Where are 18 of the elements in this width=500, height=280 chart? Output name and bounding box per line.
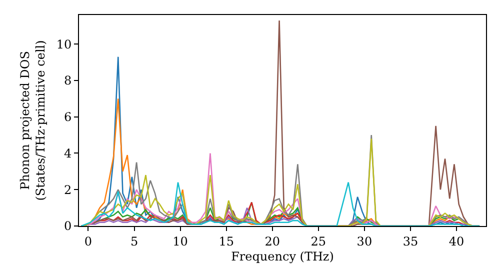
x-axis-title: Frequency (THz) [231,249,334,264]
x-tick-label: 5 [130,234,138,248]
y-axis-title: Phonon projected DOS (States/THz·primitive cell) [18,40,48,201]
y-tick-label: 4 [64,146,72,160]
y-tick-label: 10 [56,37,72,52]
x-tick-label: 15 [218,234,234,248]
y-tick-label: 8 [64,74,72,88]
x-tick-label: 0 [84,234,92,248]
y-tick-label: 6 [64,110,72,124]
x-tick-label: 35 [402,234,418,248]
y-tick-label: 0 [64,219,72,234]
line-series [80,182,480,226]
x-tick-label: 40 [448,234,464,248]
x-tick-label: 25 [310,234,326,248]
x-tick-label: 30 [356,234,372,248]
x-tick-label: 10 [172,234,188,248]
y-tick-label: 2 [64,182,72,197]
x-tick-label: 20 [264,234,280,248]
